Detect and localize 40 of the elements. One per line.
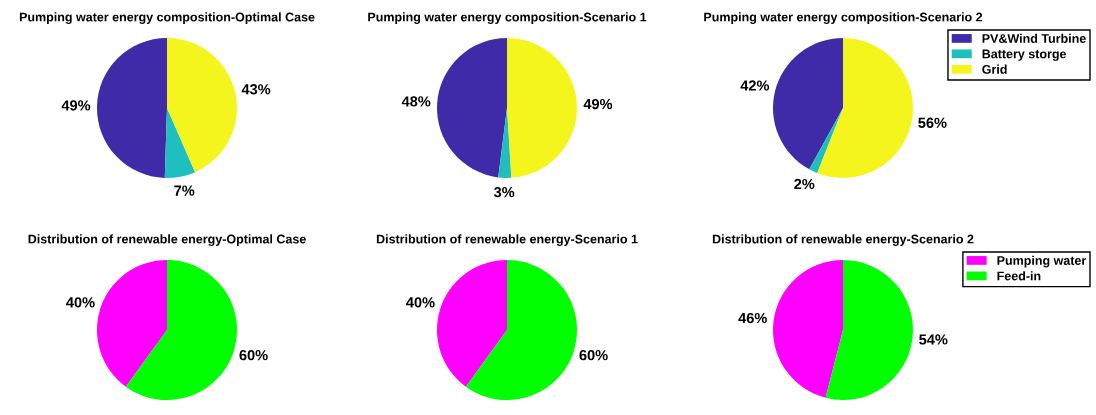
data-label: 46% bbox=[738, 312, 767, 324]
pie-slice bbox=[825, 260, 913, 400]
data-label: 49% bbox=[61, 100, 91, 111]
pie-slice bbox=[773, 260, 843, 398]
chart-title: Distribution of renewable energy-Scenario 2 bbox=[712, 234, 974, 246]
pie-slice bbox=[97, 260, 167, 387]
data-label: 3% bbox=[493, 186, 515, 198]
pie-slice bbox=[507, 38, 577, 178]
data-label: 60% bbox=[239, 349, 268, 361]
pie-slice bbox=[97, 38, 167, 178]
legend-label: Grid bbox=[982, 64, 1007, 74]
data-label: 42% bbox=[740, 80, 770, 91]
pie-slice bbox=[437, 38, 507, 178]
pie-slice bbox=[125, 260, 237, 400]
data-label: 7% bbox=[174, 185, 195, 196]
chart-title: Pumping water energy composition-Scenario 1 bbox=[368, 12, 647, 24]
data-label: 40% bbox=[406, 297, 435, 308]
legend-label: Feed-in bbox=[997, 271, 1041, 281]
pie-slice bbox=[773, 38, 843, 170]
data-label: 43% bbox=[241, 84, 271, 95]
chart-title: Distribution of renewable energy-Scenario 1 bbox=[376, 234, 638, 246]
pie-slice bbox=[817, 38, 913, 178]
pie-slice bbox=[437, 260, 507, 387]
data-label: 40% bbox=[66, 297, 95, 308]
legend-label: PV&Wind Turbine bbox=[982, 33, 1086, 43]
pie-slice bbox=[809, 108, 843, 174]
legend-label: Battery storge bbox=[982, 49, 1067, 61]
pie-slice bbox=[465, 260, 577, 400]
pie-slice bbox=[164, 108, 196, 178]
data-label: 48% bbox=[401, 96, 431, 107]
data-label: 49% bbox=[583, 98, 613, 110]
data-label: 60% bbox=[579, 349, 608, 361]
data-label: 56% bbox=[918, 117, 947, 128]
chart-title: Distribution of renewable energy-Optimal Case bbox=[28, 234, 306, 246]
pie-slice bbox=[167, 38, 237, 173]
data-label: 54% bbox=[919, 334, 948, 345]
legend-label: Pumping water bbox=[997, 255, 1087, 268]
data-label: 2% bbox=[794, 178, 815, 190]
chart-title: Pumping water energy composition-Scenario 2 bbox=[704, 12, 983, 24]
chart-title: Pumping water energy composition-Optimal Case bbox=[19, 12, 315, 24]
